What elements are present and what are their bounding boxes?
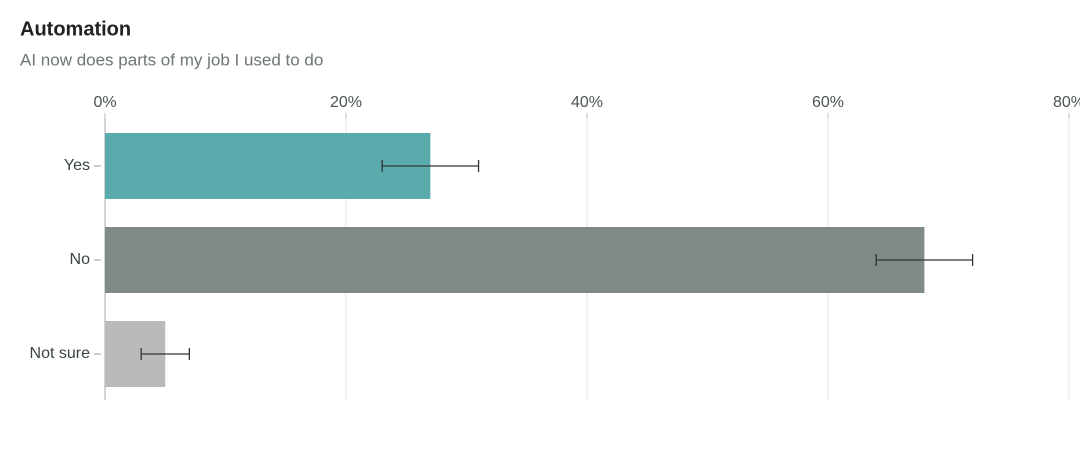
x-tick-label: 40% [571, 94, 603, 111]
x-tick-label: 20% [330, 94, 362, 111]
error-bar [140, 348, 191, 360]
x-tick-label: 80% [1053, 94, 1080, 111]
chart-title: Automation [20, 18, 131, 40]
bar [105, 227, 925, 293]
error-bar [875, 254, 974, 266]
x-tick-label: 60% [812, 94, 844, 111]
error-bar [381, 160, 480, 172]
chart-subtitle: AI now does parts of my job I used to do [20, 50, 323, 69]
y-tick-label: Yes [64, 157, 90, 174]
y-tick-label: Not sure [30, 345, 91, 362]
x-tick-label: 0% [93, 94, 116, 111]
bar [105, 133, 431, 199]
y-tick-label: No [70, 251, 91, 268]
